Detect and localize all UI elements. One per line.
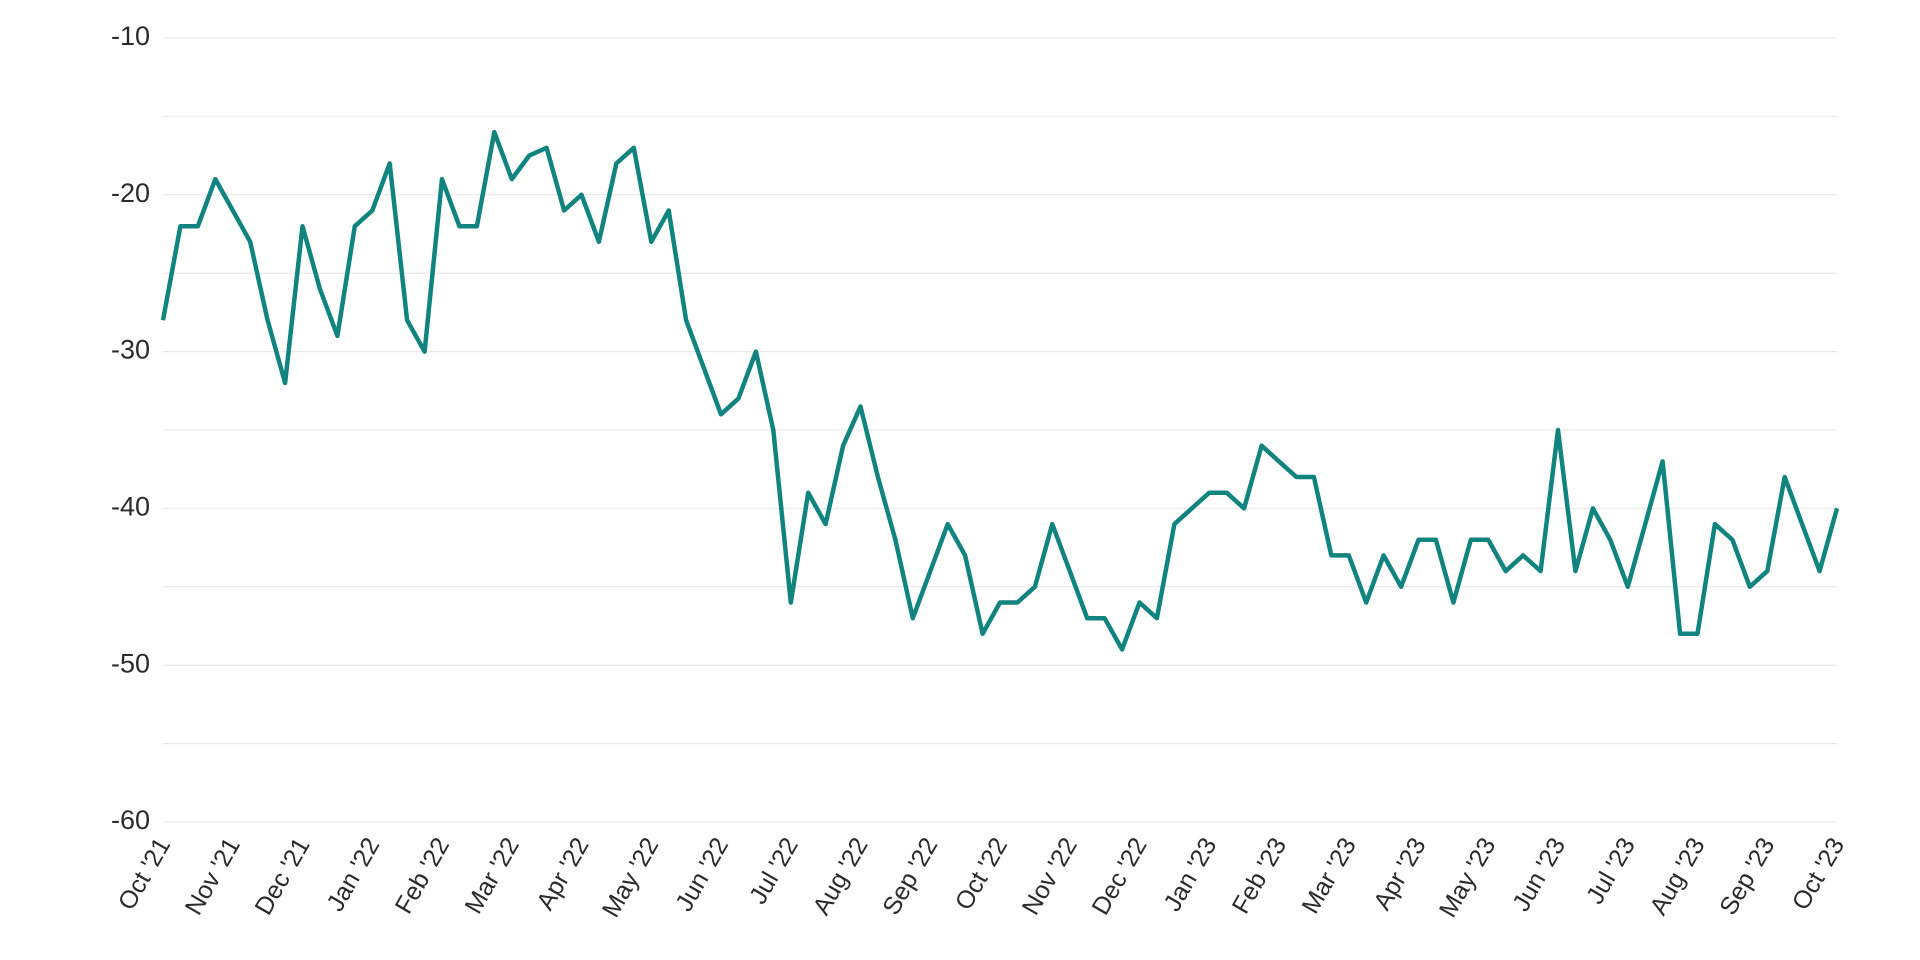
x-tick-label: May '22 [597,833,665,922]
y-tick-label: -60 [111,805,150,835]
y-tick-label: -40 [111,492,150,522]
x-tick-label: Apr '22 [531,833,594,915]
x-tick-label: Oct '23 [1787,833,1850,915]
x-tick-label: Jul '22 [744,833,804,909]
y-tick-label: -50 [111,648,150,678]
x-tick-label: Jun '23 [1507,833,1571,916]
y-tick-label: -20 [111,178,150,208]
y-tick-label: -10 [111,21,150,51]
x-tick-label: Sep '22 [877,833,943,920]
x-tick-label: Aug '22 [807,833,873,920]
x-tick-label: Nov '21 [180,833,246,920]
x-tick-label: Jul '23 [1581,833,1641,909]
x-tick-label: Dec '22 [1086,833,1152,920]
x-tick-label: Mar '23 [1296,833,1362,919]
x-tick-label: Nov '22 [1017,833,1083,920]
x-tick-label: Oct '21 [113,833,176,915]
x-tick-label: Mar '22 [459,833,525,919]
x-tick-label: Feb '23 [1227,833,1293,919]
x-tick-label: Feb '22 [390,833,456,919]
x-tick-label: May '23 [1434,833,1502,922]
x-tick-label: Dec '21 [249,833,315,920]
x-tick-label: Aug '23 [1644,833,1710,920]
x-tick-label: Jan '22 [321,833,385,916]
x-tick-label: Jan '23 [1158,833,1222,916]
x-tick-label: Oct '22 [950,833,1013,915]
line [160,129,1840,652]
x-tick-label: Jun '22 [670,833,734,916]
y-tick-label: -30 [111,335,150,365]
x-tick-label: Sep '23 [1714,833,1780,920]
x-tick-label: Apr '23 [1368,833,1431,915]
